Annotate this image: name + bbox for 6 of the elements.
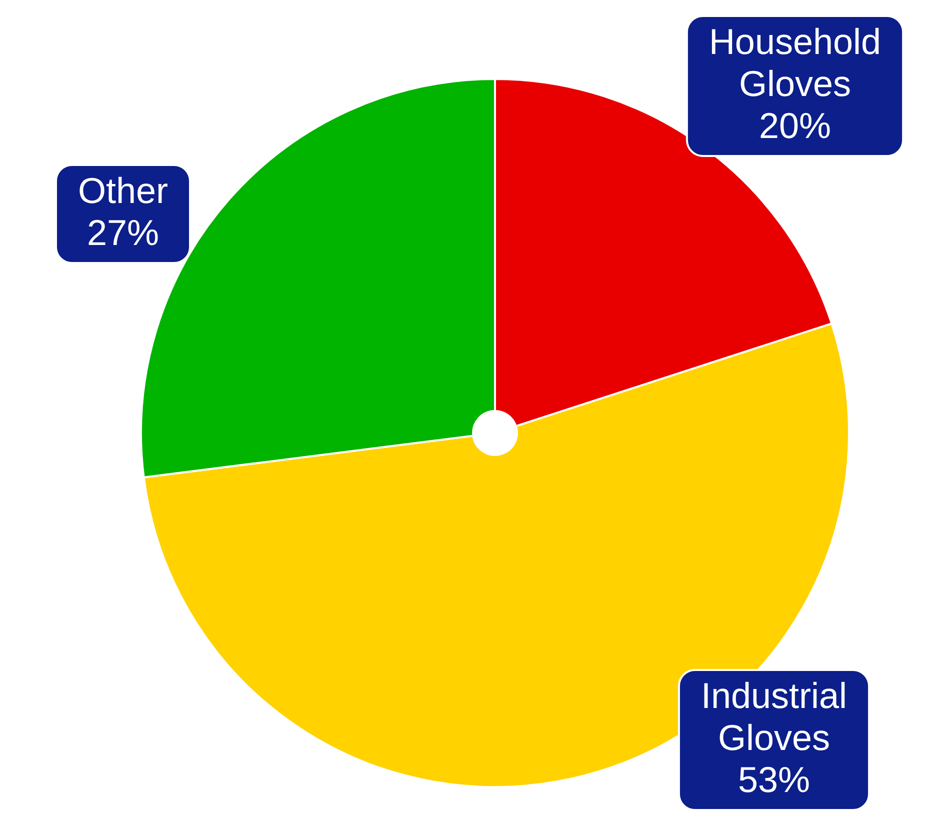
slice-label: Industrial Gloves bbox=[700, 674, 848, 758]
slice-label: Household Gloves bbox=[708, 20, 882, 104]
data-label: 53% bbox=[738, 758, 810, 800]
slice-label: Other bbox=[78, 170, 168, 211]
data-label: 27% bbox=[86, 212, 160, 253]
data-label: 20% bbox=[758, 104, 832, 146]
